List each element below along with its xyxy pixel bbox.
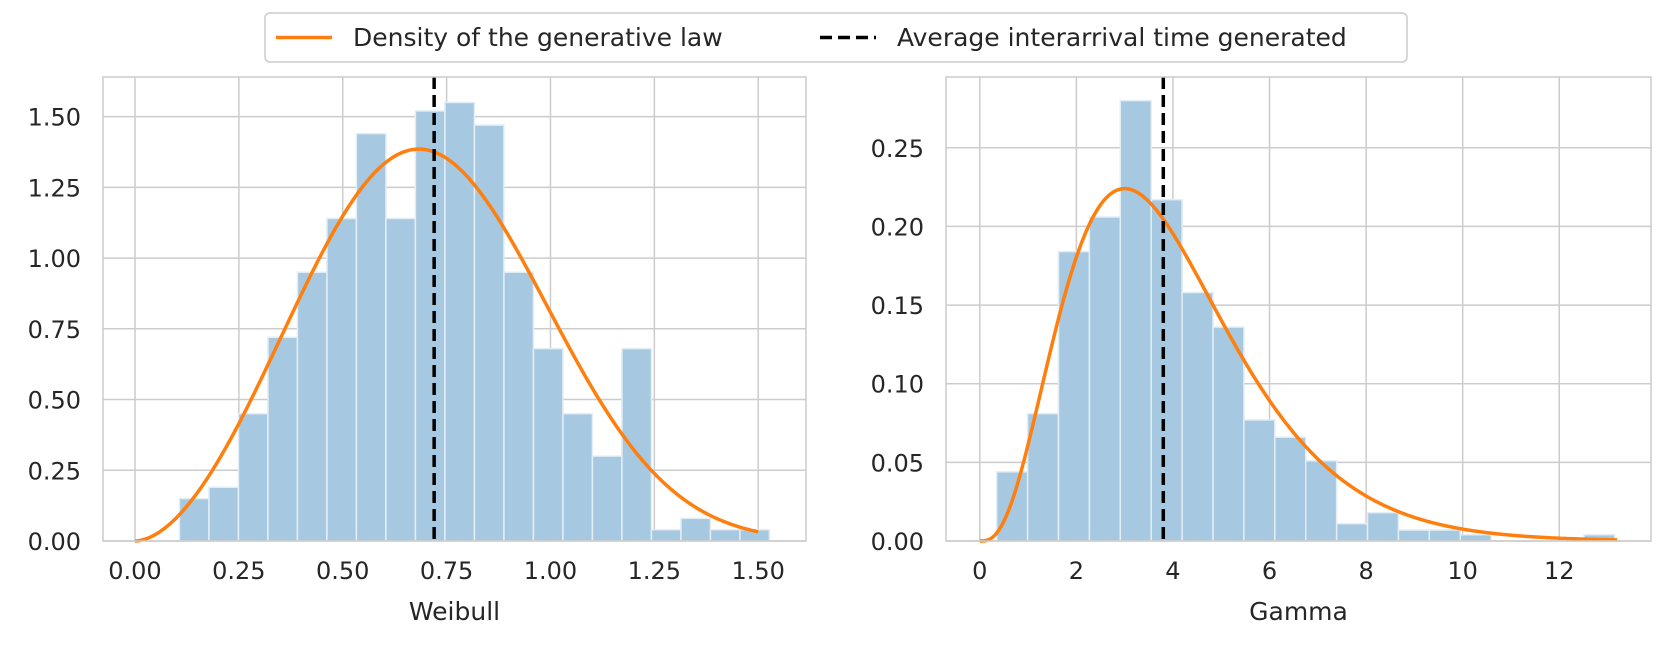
plot1-xtick-label: 1.00 [524, 557, 577, 585]
plot2-histogram-bar [1397, 529, 1431, 542]
plot1-histogram-bar [414, 110, 446, 542]
plot1-ytick-label: 0.00 [28, 528, 81, 556]
plot2-xtick-label: 12 [1544, 557, 1575, 585]
plot2-histogram-bar [995, 471, 1029, 542]
plot2-histogram-bar [1212, 326, 1245, 542]
plot1-ytick-label: 1.50 [28, 104, 81, 132]
plot2-histogram-bar [1459, 533, 1492, 542]
plot2-histogram-bar [1428, 529, 1462, 542]
plot1-xtick-label: 0.25 [212, 557, 265, 585]
plot1-x-axis-label: Weibull [409, 597, 500, 626]
plot2-xtick-label: 0 [972, 557, 987, 585]
plot2-histogram-bar [1181, 291, 1214, 542]
plot1-histogram-bar [267, 336, 299, 542]
plot1-xtick-label: 0.50 [316, 557, 369, 585]
plot2-ytick-label: 0.15 [871, 292, 924, 320]
plot1-histogram-bar [591, 455, 623, 542]
plot1-ytick-label: 0.50 [28, 387, 81, 415]
legend-label-density: Density of the generative law [353, 23, 723, 52]
plot2-ytick-label: 0.10 [871, 371, 924, 399]
plot1-histogram-bar [562, 412, 594, 542]
plot1-histogram-bar [208, 486, 240, 542]
plot1-density-curve [134, 147, 759, 543]
plot2-histogram-bar [1243, 419, 1276, 542]
plot1-histogram-bar [650, 528, 682, 542]
legend: Density of the generative law Average in… [264, 12, 1408, 63]
plot2-density-curve [979, 186, 1618, 543]
plot2-xtick-label: 2 [1069, 557, 1084, 585]
plot2-xtick-label: 10 [1447, 557, 1478, 585]
plot2-ytick-label: 0.05 [871, 449, 924, 477]
plot1-histogram-bar [709, 528, 741, 542]
plot1-histogram-bar [503, 271, 535, 542]
plot1-histogram-bar [621, 347, 653, 542]
plot2-ytick-label: 0.20 [871, 213, 924, 241]
plot1-histogram-bar [680, 517, 712, 542]
plot1-histogram-bar [296, 271, 328, 542]
plot2-histogram-bar [1274, 436, 1307, 542]
plot2-xtick-label: 4 [1165, 557, 1180, 585]
plot1-histogram-bar [178, 497, 210, 542]
plot1-ytick-label: 1.25 [28, 174, 81, 202]
plot-1-weibull: 0.00 0.25 0.50 0.75 1.00 1.25 1.50 0.00 0.25 0.50… [28, 76, 807, 626]
plot1-xtick-label: 0.75 [420, 557, 473, 585]
plot1-histogram-bar [355, 132, 387, 542]
plot2-ytick-label: 0.00 [871, 528, 924, 556]
plot1-xtick-label: 1.25 [628, 557, 681, 585]
plot2-axes-frame [945, 76, 1652, 542]
plot1-axes-frame [102, 76, 807, 542]
plot2-histogram-bar [1304, 460, 1338, 542]
plot2-histogram-bar [1150, 198, 1183, 542]
plot1-xtick-label: 0.00 [108, 557, 161, 585]
plot2-histogram-bar [1366, 511, 1400, 542]
plot2-histogram-bar [1088, 216, 1122, 542]
plot2-histogram-bar [1026, 412, 1060, 542]
plot2-xtick-label: 8 [1358, 557, 1373, 585]
plot1-histogram-bar [532, 347, 564, 542]
plot2-xtick-label: 6 [1262, 557, 1277, 585]
plot1-xtick-label: 1.50 [732, 557, 785, 585]
plot1-histogram-bar [385, 217, 417, 542]
plot1-histogram-bar [444, 101, 476, 542]
plot2-x-axis-label: Gamma [1249, 597, 1348, 626]
plot2-histogram-bar [1119, 99, 1152, 542]
plot1-histogram-bar [237, 412, 269, 542]
plot1-histogram-bar [326, 217, 358, 542]
legend-frame [264, 12, 1408, 63]
plot2-ytick-label: 0.25 [871, 135, 924, 163]
plot1-ytick-label: 0.75 [28, 316, 81, 344]
plot1-ytick-label: 0.25 [28, 457, 81, 485]
plot1-histogram-bar [473, 124, 505, 542]
legend-label-mean: Average interarrival time generated [897, 23, 1347, 52]
plot1-ytick-label: 1.00 [28, 245, 81, 273]
plot-2-gamma: 0 2 4 6 8 10 12 0.00 0.05 0.10 0.15 0.20 0.25 Gamma [871, 76, 1652, 626]
plot2-histogram-bar [1335, 522, 1369, 542]
